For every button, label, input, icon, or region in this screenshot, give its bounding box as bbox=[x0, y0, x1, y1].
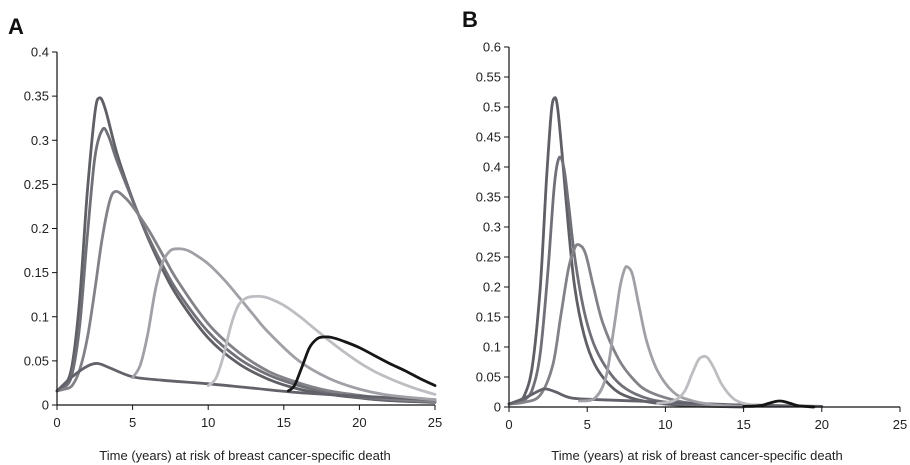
panel-b-series-6-line bbox=[656, 354, 761, 408]
panel-a-chart: A 0 0.05 0.1 0.15 0.2 0.25 0.3 0.35 0.4 0 5 10 15 20 2… bbox=[8, 14, 442, 463]
panel-b-y-tick-label: 0.2 bbox=[483, 280, 501, 295]
panel-a-series-2-line bbox=[55, 126, 437, 403]
panel-b-y-tick-label: 0.6 bbox=[483, 40, 501, 55]
panel-a-curves bbox=[55, 96, 437, 404]
panel-b-letter: B bbox=[462, 7, 478, 32]
panel-a-x-tick-label: 0 bbox=[53, 415, 60, 430]
panel-a-series-4-line bbox=[55, 362, 437, 402]
panel-b-series-2-line bbox=[507, 155, 745, 409]
panel-b-curves bbox=[507, 96, 824, 409]
panel-a-series-7-line bbox=[286, 335, 437, 393]
panel-b-ticks: 0 0.05 0.1 0.15 0.2 0.25 0.3 0.35 0.4 0.45 0.5 0.55… bbox=[476, 40, 908, 433]
panel-a-y-tick-label: 0.05 bbox=[24, 353, 49, 368]
panel-a-x-axis-title: Time (years) at risk of breast cancer-sp… bbox=[99, 448, 390, 463]
panel-a-x-tick-label: 15 bbox=[277, 415, 291, 430]
panel-a-x-tick-label: 5 bbox=[129, 415, 136, 430]
panel-b-y-tick-label: 0.15 bbox=[476, 310, 501, 325]
panel-b-x-tick-label: 15 bbox=[736, 417, 750, 432]
panel-b-y-tick-label: 0.5 bbox=[483, 100, 501, 115]
panel-a-y-tick-label: 0.2 bbox=[31, 221, 49, 236]
panel-b-series-3-line bbox=[507, 243, 745, 408]
panel-b-y-tick-label: 0.45 bbox=[476, 130, 501, 145]
panel-b-y-tick-label: 0.1 bbox=[483, 340, 501, 355]
panel-a-y-tick-label: 0.35 bbox=[24, 89, 49, 104]
panel-a-series-6-line bbox=[206, 294, 437, 396]
panel-a-x-tick-label: 10 bbox=[201, 415, 215, 430]
panel-a-series-3-line bbox=[55, 190, 437, 403]
panel-b-series-5-line bbox=[578, 265, 745, 408]
panel-b-y-tick-label: 0.35 bbox=[476, 190, 501, 205]
panel-b-y-tick-label: 0.4 bbox=[483, 160, 501, 175]
panel-a-letter: A bbox=[8, 14, 24, 39]
panel-b-x-tick-label: 5 bbox=[584, 417, 591, 432]
panel-a-x-tick-label: 20 bbox=[352, 415, 366, 430]
panel-a-series-5-line bbox=[131, 247, 437, 402]
panel-a-y-tick-label: 0.15 bbox=[24, 265, 49, 280]
panel-a-y-tick-label: 0.25 bbox=[24, 177, 49, 192]
panel-b-x-tick-label: 25 bbox=[893, 417, 907, 432]
panel-b-y-tick-label: 0.3 bbox=[483, 220, 501, 235]
panel-b-series-7-line bbox=[742, 399, 816, 409]
panel-b-x-tick-label: 0 bbox=[505, 417, 512, 432]
panel-a-y-tick-label: 0 bbox=[42, 398, 49, 413]
panel-a-y-tick-label: 0.4 bbox=[31, 45, 49, 60]
panel-a-ticks: 0 0.05 0.1 0.15 0.2 0.25 0.3 0.35 0.4 0 5 10 15 20 25 bbox=[24, 45, 443, 431]
panel-b-x-tick-label: 10 bbox=[658, 417, 672, 432]
panel-b-y-tick-label: 0 bbox=[494, 400, 501, 415]
panel-a-x-tick-label: 25 bbox=[428, 415, 442, 430]
panel-b-y-tick-label: 0.25 bbox=[476, 250, 501, 265]
panel-b-x-axis-title: Time (years) at risk of breast cancer-sp… bbox=[551, 448, 842, 463]
panel-b-x-tick-label: 20 bbox=[815, 417, 829, 432]
panel-b-y-tick-label: 0.05 bbox=[476, 370, 501, 385]
panel-a-y-tick-label: 0.3 bbox=[31, 133, 49, 148]
panel-a-y-tick-label: 0.1 bbox=[31, 309, 49, 324]
panel-b-chart: B 0 0.05 0.1 0.15 0.2 0.25 0.3 0.35 0.4 0.45 0.5 0.… bbox=[462, 7, 907, 463]
panel-a-axes bbox=[56, 52, 435, 406]
panel-b-y-tick-label: 0.55 bbox=[476, 70, 501, 85]
